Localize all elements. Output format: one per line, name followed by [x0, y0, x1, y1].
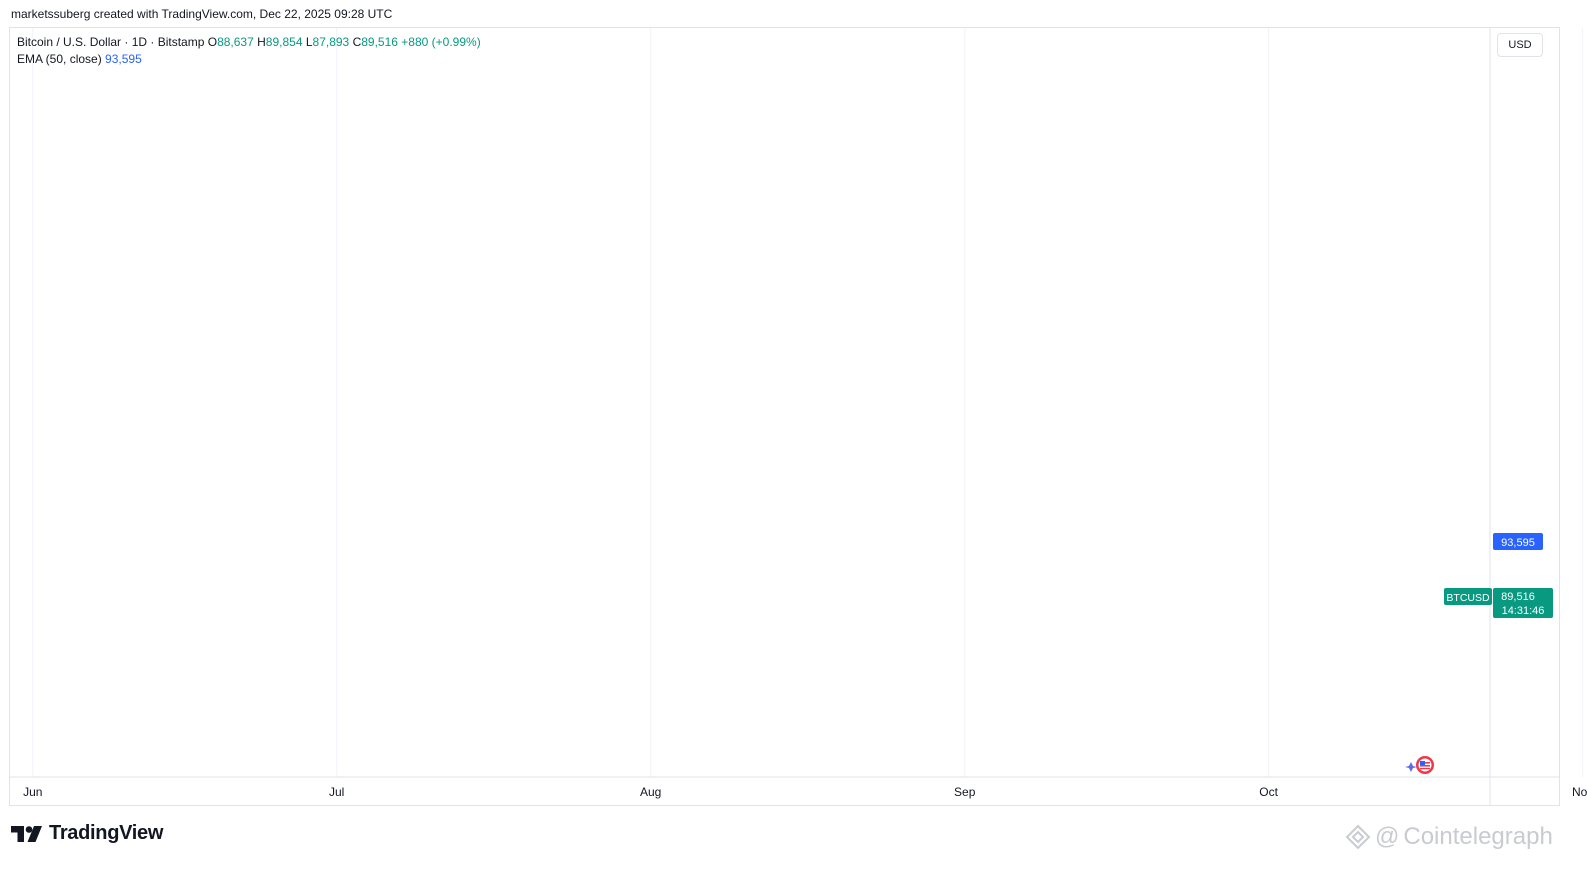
chart-legend: Bitcoin / U.S. Dollar · 1D · Bitstamp O8… — [17, 34, 481, 68]
legend-low-value: 87,893 — [312, 35, 350, 49]
last-price-label: 89,516 — [1501, 591, 1535, 603]
currency-button[interactable]: USD — [1497, 33, 1543, 57]
legend-symbol-row: Bitcoin / U.S. Dollar · 1D · Bitstamp O8… — [17, 34, 481, 51]
legend-open-label: O — [207, 35, 218, 49]
month-tick-label: Jun — [23, 785, 42, 799]
ema-price-label: 93,595 — [1501, 537, 1535, 549]
ema-price-label-bg — [1493, 533, 1543, 550]
cointelegraph-watermark: @ Cointelegraph — [1345, 823, 1553, 851]
tradingview-logo-icon — [11, 825, 42, 842]
chart-pane[interactable] — [9, 27, 1560, 806]
legend-high-value: 89,854 — [265, 35, 303, 49]
last-price-label-bg — [1493, 588, 1553, 618]
axis-price-labels: 93,595 BTCUSD 89,516 14:31:46 — [1444, 533, 1553, 618]
legend-change: +880 (+0.99%) — [401, 35, 481, 49]
month-tick-label: Nov — [1572, 785, 1587, 799]
legend-high-label: H — [257, 35, 266, 49]
legend-ema-row: EMA (50, close) 93,595 — [17, 51, 481, 68]
legend-low-label: L — [305, 35, 313, 49]
legend-ema-label: EMA (50, close) — [17, 52, 102, 66]
legend-close-value: 89,516 — [361, 35, 398, 49]
legend-open-value: 88,637 — [217, 35, 254, 49]
bar-countdown-label: 14:31:46 — [1502, 605, 1545, 617]
month-tick-label: Oct — [1259, 785, 1278, 799]
month-tick-label: Jul — [329, 785, 344, 799]
at-sign-icon: @ — [1375, 823, 1400, 850]
tradingview-logo-text: TradingView — [49, 822, 164, 844]
legend-symbol: Bitcoin / U.S. Dollar · 1D · Bitstamp — [17, 35, 205, 49]
watermark-text: Cointelegraph — [1403, 823, 1553, 850]
price-axis[interactable]: 77,50080,00082,50085,00087,50090,00092,5… — [1489, 0, 1539, 805]
symbol-price-tag-bg — [1444, 588, 1492, 605]
flag-events-icon[interactable] — [1405, 756, 1434, 774]
legend-ema-value: 93,595 — [105, 52, 142, 66]
legend-close-label: C — [352, 35, 362, 49]
cointelegraph-logo-icon — [1345, 824, 1371, 850]
grid-lines — [32, 28, 1584, 777]
time-axis[interactable]: JunJulAugSepOctNovDec — [10, 776, 1587, 799]
tradingview-logo[interactable]: TradingView — [11, 822, 163, 845]
symbol-price-tag: BTCUSD — [1446, 592, 1490, 604]
month-tick-label: Aug — [640, 785, 661, 799]
month-tick-label: Sep — [954, 785, 976, 799]
chart-attribution: marketssuberg created with TradingView.c… — [11, 7, 393, 21]
